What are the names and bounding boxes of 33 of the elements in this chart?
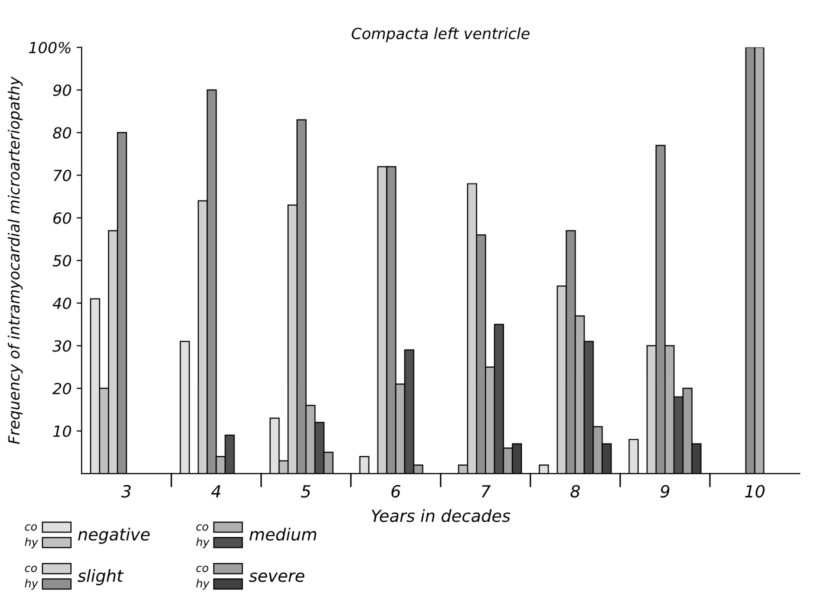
x-axis-title: Years in decades (372, 509, 510, 522)
y-tick-label: 90 (53, 84, 72, 96)
chart-title: Compacta left ventricle (352, 27, 530, 42)
text: co (24, 566, 37, 572)
y-tick-label: 60 (53, 212, 72, 224)
x-tick-label: 9 (660, 485, 670, 498)
text: hy (24, 578, 38, 590)
y-tick-label: 50 (52, 254, 72, 266)
y-tick-label: 80 (52, 127, 72, 139)
y-tick-label: 100% (28, 42, 70, 54)
legend-label: slight (78, 569, 124, 586)
x-tick-label: 3 (121, 485, 131, 498)
y-axis-title: Frequency of intramyocardial microarteriopathy (8, 76, 23, 444)
x-tick-label: 7 (482, 485, 491, 498)
x-tick-label: 8 (570, 485, 580, 498)
y-tick-label: 20 (52, 382, 72, 394)
legend-label: medium (249, 528, 316, 541)
text: hy (196, 537, 210, 548)
x-tick-label: 4 (211, 485, 220, 498)
y-tick-label: 70 (54, 170, 72, 182)
x-tick-label: 5 (301, 485, 310, 498)
y-tick-label: 30 (52, 340, 72, 352)
y-tick-label: 40 (52, 298, 72, 310)
text: co (196, 524, 208, 531)
text: hy (196, 578, 210, 590)
legend-label: negative (78, 528, 150, 544)
x-tick-label: 6 (392, 485, 400, 498)
y-tick-label: 10 (53, 425, 72, 437)
text: hy (24, 537, 38, 548)
text: co (24, 524, 37, 531)
x-tick-label: 10 (745, 485, 765, 498)
legend-label: severe (249, 572, 304, 582)
text: co (196, 566, 208, 572)
